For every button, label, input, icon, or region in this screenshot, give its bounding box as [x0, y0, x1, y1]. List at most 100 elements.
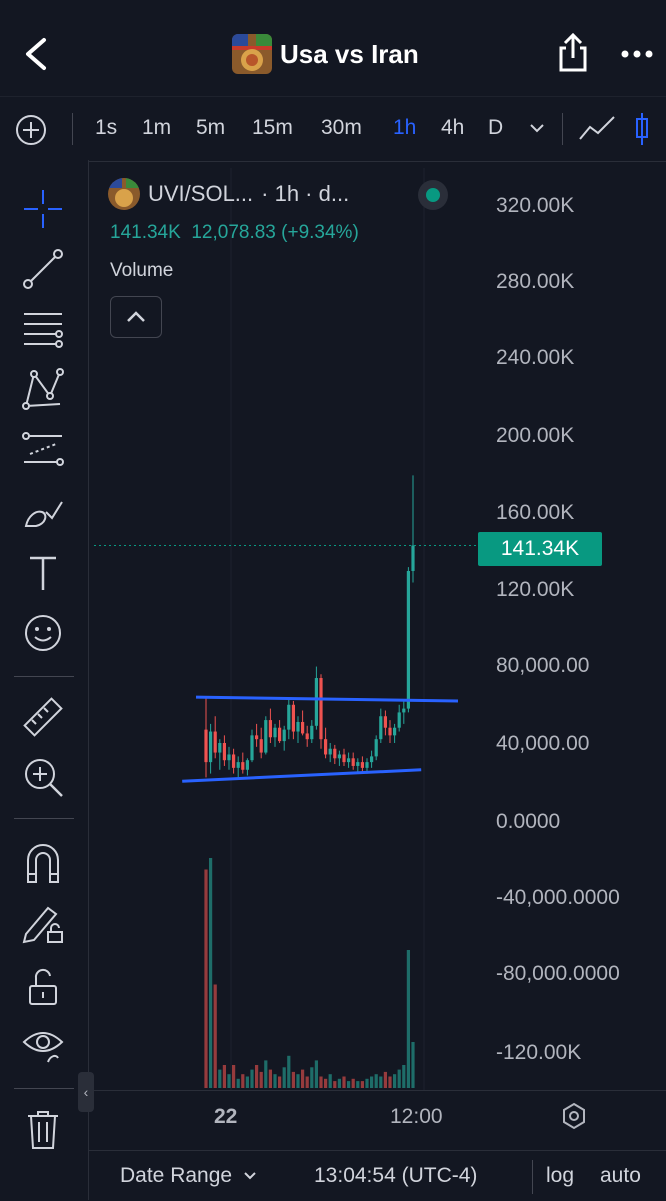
volume-bar	[365, 1078, 369, 1088]
candle-body	[291, 704, 295, 732]
chart-settings-icon[interactable]	[560, 1102, 588, 1130]
chevron-left-icon: ‹	[83, 1084, 89, 1100]
volume-bar	[393, 1074, 397, 1088]
magnet-icon[interactable]	[20, 840, 66, 886]
volume-bar	[268, 1069, 272, 1088]
divider	[14, 676, 74, 677]
candle-body	[388, 727, 392, 736]
share-icon[interactable]	[555, 32, 591, 74]
auto-scale-toggle[interactable]: auto	[600, 1164, 641, 1187]
candle-body	[259, 739, 263, 753]
volume-bar	[342, 1076, 346, 1088]
chevron-down-icon[interactable]	[528, 121, 546, 135]
tab-5m[interactable]: 5m	[196, 116, 226, 139]
volume-bar	[222, 1065, 226, 1088]
trend-line-icon[interactable]	[20, 246, 66, 292]
pattern-tool-icon[interactable]	[20, 366, 66, 412]
tab-30m[interactable]: 30m	[321, 116, 362, 139]
candle-body	[406, 570, 410, 709]
timeframe-bar: 1s 1m 5m 15m 30m 1h 4h D	[0, 96, 666, 162]
unlock-icon[interactable]	[20, 964, 66, 1010]
brush-icon[interactable]	[20, 488, 66, 534]
candle-body	[393, 727, 397, 736]
volume-bar	[333, 1081, 337, 1088]
tab-1m[interactable]: 1m	[142, 116, 172, 139]
price-axis-label: 320.00K	[496, 194, 575, 217]
volume-bar	[204, 869, 208, 1088]
forecast-tool-icon[interactable]	[20, 426, 66, 472]
tab-1h[interactable]: 1h	[393, 116, 417, 139]
price-chart[interactable]	[94, 168, 666, 1090]
volume-bar	[370, 1076, 374, 1088]
candle-body	[282, 729, 286, 742]
symbol-name: UVI/SOL...	[148, 181, 254, 206]
clock-timezone[interactable]: 13:04:54 (UTC-4)	[314, 1164, 478, 1187]
candle-body	[411, 545, 415, 571]
emoji-icon[interactable]	[20, 610, 66, 656]
volume-bar	[218, 1069, 222, 1088]
collapse-legend-button[interactable]	[110, 296, 162, 338]
volume-bar	[291, 1071, 295, 1088]
candle-body	[232, 754, 236, 768]
price-axis-label: 280.00K	[496, 270, 575, 293]
trendline	[195, 695, 459, 703]
volume-bar	[337, 1078, 341, 1088]
zoom-in-icon[interactable]	[20, 754, 66, 800]
candle-body	[273, 727, 277, 738]
eye-icon[interactable]	[20, 1020, 66, 1066]
toolbar-collapse-handle[interactable]: ‹	[78, 1072, 94, 1112]
candle-body	[351, 758, 355, 766]
crosshair-icon[interactable]	[20, 186, 66, 232]
candle-body	[218, 743, 222, 753]
volume-bar	[411, 1042, 415, 1088]
date-range-button[interactable]: Date Range	[120, 1164, 258, 1188]
tab-1s[interactable]: 1s	[95, 116, 118, 139]
candle-body	[296, 721, 300, 732]
time-axis-label: 12:00	[390, 1105, 443, 1128]
volume-bar	[406, 950, 410, 1088]
candle-body	[365, 762, 369, 768]
time-axis[interactable]: 22 12:00	[94, 1090, 666, 1151]
volume-bar	[232, 1065, 236, 1088]
price-axis-label: -40,000.0000	[496, 886, 620, 909]
fib-retracement-icon[interactable]	[20, 306, 66, 352]
add-indicator-icon[interactable]	[14, 113, 48, 147]
back-arrow-icon[interactable]	[20, 34, 52, 74]
candle-body	[310, 725, 314, 740]
candle-body	[268, 720, 272, 738]
trash-icon[interactable]	[20, 1106, 66, 1152]
volume-bar	[301, 1069, 305, 1088]
log-scale-toggle[interactable]: log	[546, 1164, 575, 1187]
candles-chart-type-icon[interactable]	[632, 111, 662, 147]
candle-body	[222, 743, 226, 761]
candle-body	[241, 762, 245, 770]
volume-bar	[374, 1074, 378, 1088]
price-axis-label: 200.00K	[496, 424, 575, 447]
tab-4h[interactable]: 4h	[441, 116, 465, 139]
market-status-indicator[interactable]	[418, 180, 448, 210]
text-tool-icon[interactable]	[20, 550, 66, 596]
price-axis-label: 80,000.00	[496, 654, 590, 677]
volume-bar	[245, 1076, 249, 1088]
candle-body	[255, 735, 259, 740]
divider	[532, 1160, 533, 1194]
candle-body	[374, 739, 378, 757]
token-logo	[108, 178, 140, 210]
header: Usa vs Iran	[0, 0, 666, 96]
volume-bar	[273, 1074, 277, 1088]
candle-body	[328, 748, 332, 755]
volume-bar	[388, 1076, 392, 1088]
price-axis-label: 40,000.00	[496, 732, 590, 755]
divider	[562, 113, 563, 145]
tab-d[interactable]: D	[488, 116, 504, 139]
volume-bar	[314, 1060, 318, 1088]
legend-symbol[interactable]: UVI/SOL... · 1h · d...	[108, 178, 349, 210]
more-options-icon[interactable]	[620, 44, 654, 64]
ruler-icon[interactable]	[20, 694, 66, 740]
candle-body	[360, 762, 364, 768]
line-chart-type-icon[interactable]	[578, 113, 618, 145]
tab-15m[interactable]: 15m	[252, 116, 293, 139]
volume-label[interactable]: Volume	[110, 260, 174, 281]
lock-drawing-icon[interactable]	[20, 900, 66, 946]
volume-bar	[264, 1060, 268, 1088]
